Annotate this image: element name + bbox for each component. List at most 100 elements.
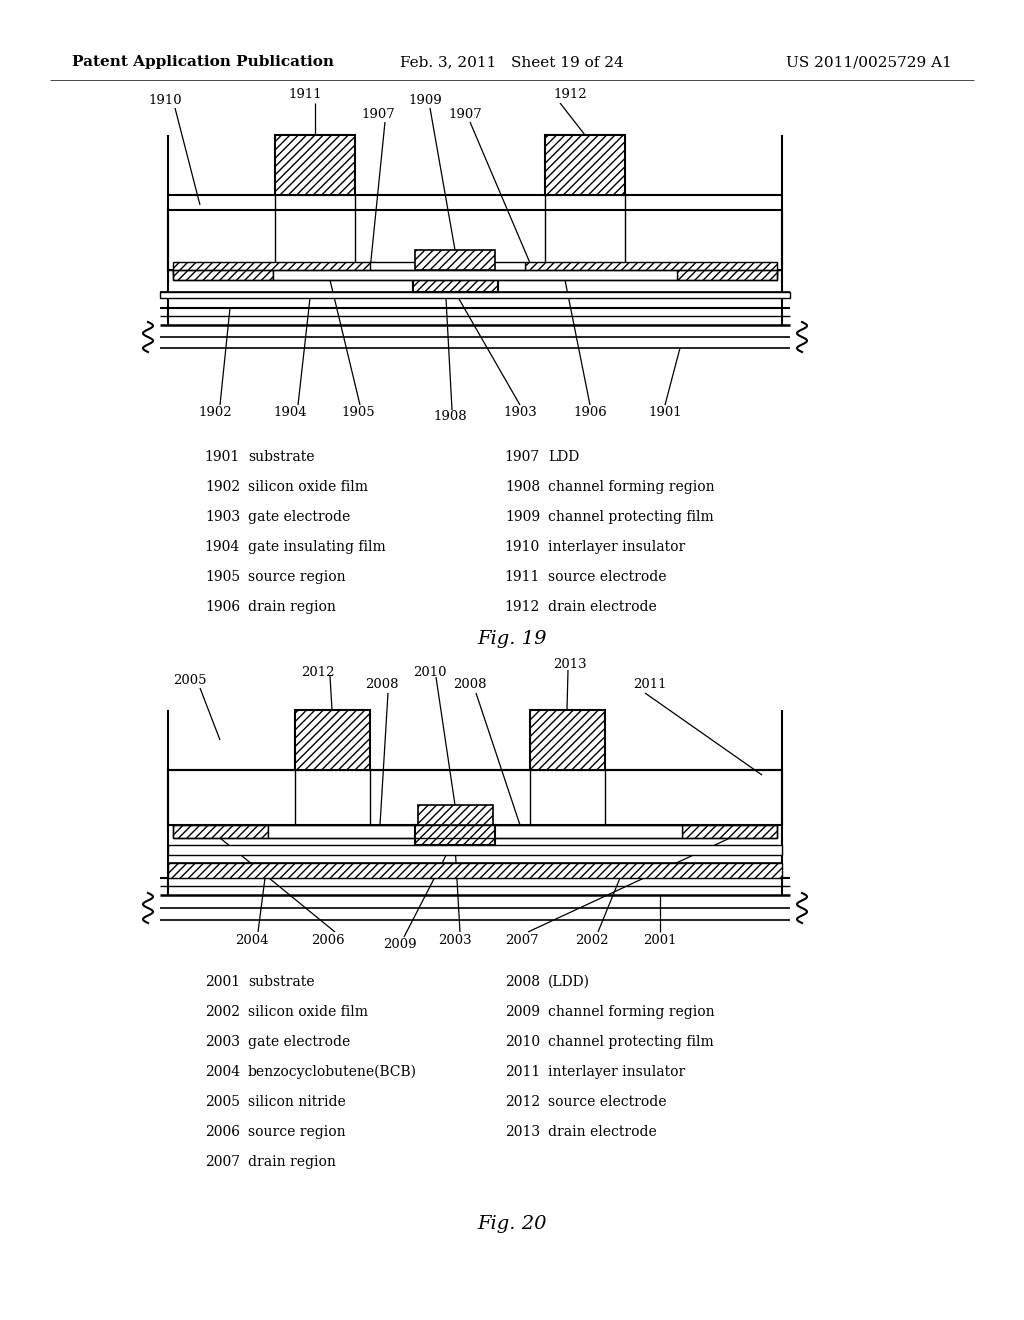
Text: silicon oxide film: silicon oxide film bbox=[248, 1005, 368, 1019]
Text: gate insulating film: gate insulating film bbox=[248, 540, 386, 554]
Text: channel forming region: channel forming region bbox=[548, 1005, 715, 1019]
Text: 1911: 1911 bbox=[288, 88, 322, 102]
Text: 1909: 1909 bbox=[409, 94, 442, 107]
Text: 2012: 2012 bbox=[505, 1096, 540, 1109]
Bar bbox=[415, 249, 495, 271]
Text: LDD: LDD bbox=[548, 450, 580, 465]
Text: 1907: 1907 bbox=[505, 450, 540, 465]
Text: 1903: 1903 bbox=[205, 510, 240, 524]
Text: silicon oxide film: silicon oxide film bbox=[248, 480, 368, 494]
Bar bbox=[168, 210, 782, 271]
Text: gate electrode: gate electrode bbox=[248, 1035, 350, 1049]
Text: 1906: 1906 bbox=[573, 405, 607, 418]
Text: silicon nitride: silicon nitride bbox=[248, 1096, 346, 1109]
Text: 1905: 1905 bbox=[205, 570, 240, 583]
Bar bbox=[677, 271, 777, 280]
Text: 1901: 1901 bbox=[205, 450, 240, 465]
Text: 1907: 1907 bbox=[449, 107, 482, 120]
Text: Fig. 19: Fig. 19 bbox=[477, 630, 547, 648]
Text: 2010: 2010 bbox=[505, 1035, 540, 1049]
Text: interlayer insulator: interlayer insulator bbox=[548, 540, 685, 554]
Text: 2005: 2005 bbox=[205, 1096, 240, 1109]
Text: 2013: 2013 bbox=[505, 1125, 540, 1139]
Text: 1908: 1908 bbox=[505, 480, 540, 494]
Bar bbox=[275, 135, 355, 195]
Text: benzocyclobutene(BCB): benzocyclobutene(BCB) bbox=[248, 1065, 417, 1080]
Text: source electrode: source electrode bbox=[548, 1096, 667, 1109]
Text: source region: source region bbox=[248, 570, 346, 583]
Text: channel protecting film: channel protecting film bbox=[548, 510, 714, 524]
Bar bbox=[173, 825, 777, 838]
Bar bbox=[268, 825, 682, 838]
Text: 1912: 1912 bbox=[505, 601, 540, 614]
Bar bbox=[273, 271, 677, 280]
Text: 2004: 2004 bbox=[205, 1065, 240, 1078]
Text: 2010: 2010 bbox=[414, 665, 446, 678]
Bar bbox=[173, 271, 273, 280]
Text: drain region: drain region bbox=[248, 601, 336, 614]
Text: (LDD): (LDD) bbox=[548, 975, 590, 989]
Text: 2008: 2008 bbox=[505, 975, 540, 989]
Text: 2004: 2004 bbox=[236, 933, 268, 946]
Text: 2013: 2013 bbox=[553, 659, 587, 672]
Bar bbox=[418, 805, 493, 825]
Bar bbox=[545, 135, 625, 195]
Text: 2012: 2012 bbox=[301, 665, 335, 678]
Text: 2002: 2002 bbox=[575, 933, 608, 946]
Text: 1909: 1909 bbox=[505, 510, 540, 524]
Text: drain electrode: drain electrode bbox=[548, 1125, 656, 1139]
Text: 1904: 1904 bbox=[205, 540, 240, 554]
Text: 1910: 1910 bbox=[505, 540, 540, 554]
Bar bbox=[160, 292, 790, 298]
Bar bbox=[168, 845, 782, 855]
Text: 1902: 1902 bbox=[205, 480, 240, 494]
Text: 2011: 2011 bbox=[505, 1065, 540, 1078]
Bar bbox=[295, 710, 370, 770]
Bar bbox=[168, 863, 782, 878]
Text: source electrode: source electrode bbox=[548, 570, 667, 583]
Text: 1907: 1907 bbox=[361, 107, 395, 120]
Text: 2001: 2001 bbox=[643, 933, 677, 946]
Bar bbox=[168, 770, 782, 825]
Text: 2006: 2006 bbox=[205, 1125, 240, 1139]
Bar bbox=[413, 275, 498, 292]
Text: 2011: 2011 bbox=[633, 678, 667, 692]
Bar bbox=[525, 261, 777, 275]
Text: 2002: 2002 bbox=[205, 1005, 240, 1019]
Text: 1910: 1910 bbox=[148, 94, 182, 107]
Bar bbox=[173, 271, 777, 280]
Text: substrate: substrate bbox=[248, 975, 314, 989]
Bar bbox=[413, 275, 498, 292]
Bar bbox=[173, 261, 375, 275]
Bar bbox=[173, 825, 268, 838]
Text: 2003: 2003 bbox=[438, 933, 472, 946]
Text: 2005: 2005 bbox=[173, 673, 207, 686]
Text: channel forming region: channel forming region bbox=[548, 480, 715, 494]
Text: Feb. 3, 2011   Sheet 19 of 24: Feb. 3, 2011 Sheet 19 of 24 bbox=[400, 55, 624, 69]
Text: drain electrode: drain electrode bbox=[548, 601, 656, 614]
Text: 1908: 1908 bbox=[433, 411, 467, 424]
Text: 1904: 1904 bbox=[273, 405, 307, 418]
Text: 2001: 2001 bbox=[205, 975, 240, 989]
Text: 2007: 2007 bbox=[205, 1155, 240, 1170]
Text: 2006: 2006 bbox=[311, 933, 345, 946]
Text: 1906: 1906 bbox=[205, 601, 240, 614]
Text: Patent Application Publication: Patent Application Publication bbox=[72, 55, 334, 69]
Text: 2009: 2009 bbox=[505, 1005, 540, 1019]
Bar bbox=[530, 710, 605, 770]
Text: substrate: substrate bbox=[248, 450, 314, 465]
Text: 1902: 1902 bbox=[199, 405, 231, 418]
Text: source region: source region bbox=[248, 1125, 346, 1139]
Text: 1912: 1912 bbox=[553, 88, 587, 102]
Text: 2008: 2008 bbox=[366, 678, 398, 692]
Text: channel protecting film: channel protecting film bbox=[548, 1035, 714, 1049]
Bar bbox=[682, 825, 777, 838]
Text: 1911: 1911 bbox=[505, 570, 540, 583]
Text: Fig. 20: Fig. 20 bbox=[477, 1214, 547, 1233]
Text: 1903: 1903 bbox=[503, 405, 537, 418]
Bar bbox=[415, 825, 495, 845]
Text: 2007: 2007 bbox=[505, 933, 539, 946]
Text: US 2011/0025729 A1: US 2011/0025729 A1 bbox=[786, 55, 952, 69]
Text: 2003: 2003 bbox=[205, 1035, 240, 1049]
Text: 2008: 2008 bbox=[454, 678, 486, 692]
